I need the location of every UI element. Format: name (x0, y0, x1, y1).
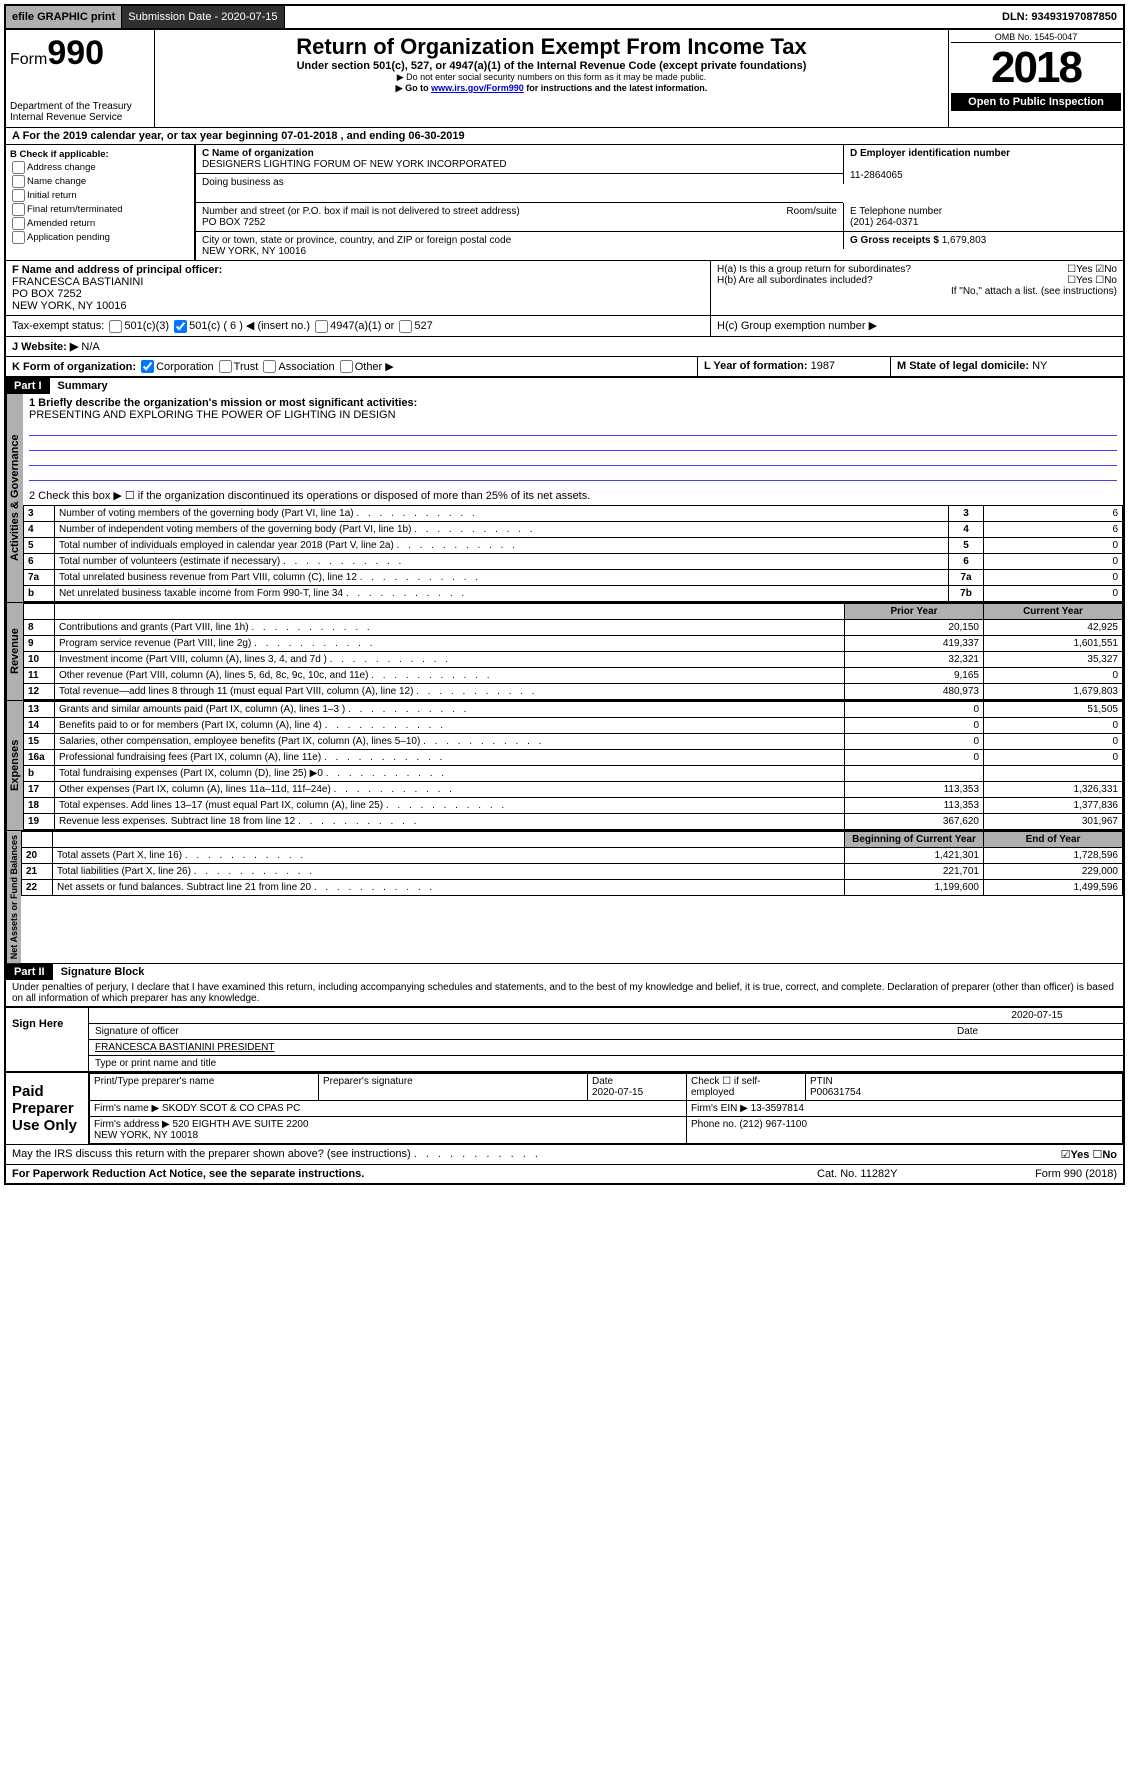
line-1: 1 Briefly describe the organization's mi… (23, 394, 1123, 486)
gross-cell: G Gross receipts $ 1,679,803 (843, 232, 1123, 249)
efile-print-button[interactable]: efile GRAPHIC print (6, 6, 122, 28)
phone-cell: E Telephone number(201) 264-0371 (843, 203, 1123, 232)
discuss-question: May the IRS discuss this return with the… (12, 1148, 1061, 1161)
form-footer: Form 990 (2018) (977, 1168, 1117, 1180)
sign-here-label: Sign Here (6, 1008, 89, 1071)
declaration-text: Under penalties of perjury, I declare th… (6, 980, 1123, 1006)
cb-other[interactable] (340, 360, 353, 373)
cb-name-change[interactable] (12, 175, 25, 188)
box-j: J Website: ▶ N/A (6, 337, 1123, 357)
cb-501c3[interactable] (109, 320, 122, 333)
instructions-link[interactable]: www.irs.gov/Form990 (431, 83, 524, 93)
box-l: L Year of formation: 1987 (698, 357, 891, 377)
netassets-table: Beginning of Current YearEnd of Year 20T… (21, 831, 1123, 896)
line-a: A For the 2019 calendar year, or tax yea… (6, 128, 1123, 145)
dba-cell: Doing business as (195, 174, 843, 203)
vtab-expenses: Expenses (6, 701, 23, 830)
revenue-table: Prior YearCurrent Year 8Contributions an… (23, 603, 1123, 700)
cb-501c[interactable] (174, 320, 187, 333)
box-k: K Form of organization: Corporation Trus… (6, 357, 698, 377)
governance-table: 3Number of voting members of the governi… (23, 505, 1123, 602)
cb-trust[interactable] (219, 360, 232, 373)
cb-initial-return[interactable] (12, 189, 25, 202)
dept-label: Department of the Treasury Internal Reve… (10, 101, 150, 123)
tax-year: 2018 (951, 43, 1121, 93)
part1-header: Part I (6, 378, 50, 394)
preparer-table: Print/Type preparer's name Preparer's si… (89, 1073, 1123, 1144)
box-m: M State of legal domicile: NY (891, 357, 1123, 377)
cb-amended[interactable] (12, 217, 25, 230)
street-cell: Number and street (or P.O. box if mail i… (195, 203, 843, 232)
vtab-netassets: Net Assets or Fund Balances (6, 831, 21, 963)
box-h: H(a) Is this a group return for subordin… (711, 261, 1123, 315)
cb-assoc[interactable] (263, 360, 276, 373)
cb-app-pending[interactable] (12, 231, 25, 244)
city-cell: City or town, state or province, country… (195, 232, 843, 260)
pra-notice: For Paperwork Reduction Act Notice, see … (12, 1168, 364, 1180)
cb-corp[interactable] (141, 360, 154, 373)
paid-preparer-label: Paid Preparer Use Only (6, 1073, 89, 1144)
tax-status-row: Tax-exempt status: 501(c)(3) 501(c) ( 6 … (6, 316, 711, 336)
submission-date: Submission Date - 2020-07-15 (122, 6, 284, 28)
box-hc: H(c) Group exemption number ▶ (711, 316, 1123, 336)
cb-address-change[interactable] (12, 161, 25, 174)
top-toolbar: efile GRAPHIC print Submission Date - 20… (4, 4, 1125, 30)
form-subtitle-2: ▶ Do not enter social security numbers o… (159, 72, 944, 83)
omb-label: OMB No. 1545-0047 (951, 32, 1121, 43)
toolbar-spacer (285, 6, 997, 28)
cb-final-return[interactable] (12, 203, 25, 216)
cb-527[interactable] (399, 320, 412, 333)
form-id-cell: Form990 Department of the Treasury Inter… (6, 30, 155, 127)
vtab-revenue: Revenue (6, 603, 23, 700)
dln-label: DLN: 93493197087850 (996, 6, 1123, 28)
vtab-governance: Activities & Governance (6, 394, 23, 602)
org-name-cell: C Name of organizationDESIGNERS LIGHTING… (195, 145, 843, 174)
open-inspection-badge: Open to Public Inspection (951, 93, 1121, 111)
ein-cell: D Employer identification number11-28640… (843, 145, 1123, 184)
cat-no: Cat. No. 11282Y (817, 1168, 977, 1180)
box-b: B Check if applicable: Address change Na… (6, 145, 195, 260)
form-title: Return of Organization Exempt From Incom… (159, 34, 944, 60)
part2-header: Part II (6, 964, 53, 980)
line-2: 2 Check this box ▶ ☐ if the organization… (23, 486, 1123, 505)
year-cell: OMB No. 1545-0047 2018 Open to Public In… (949, 30, 1123, 127)
part2-title: Signature Block (53, 966, 145, 978)
form-title-cell: Return of Organization Exempt From Incom… (155, 30, 949, 127)
expenses-table: 13Grants and similar amounts paid (Part … (23, 701, 1123, 830)
part1-title: Summary (50, 380, 108, 392)
cb-4947[interactable] (315, 320, 328, 333)
box-f: F Name and address of principal officer:… (6, 261, 711, 315)
form-subtitle-1: Under section 501(c), 527, or 4947(a)(1)… (159, 60, 944, 72)
